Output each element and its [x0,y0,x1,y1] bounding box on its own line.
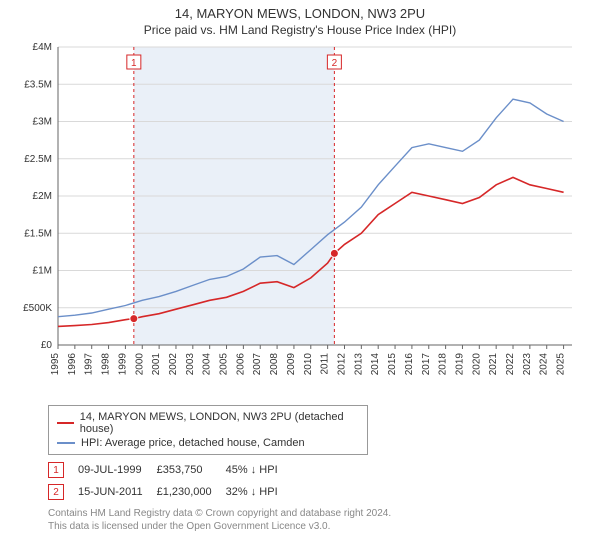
marker-date: 09-JUL-1999 [78,459,157,481]
marker-delta: 45% ↓ HPI [226,459,292,481]
marker-delta: 32% ↓ HPI [226,481,292,503]
page-title: 14, MARYON MEWS, LONDON, NW3 2PU [0,0,600,21]
footnote-line: Contains HM Land Registry data © Crown c… [48,507,588,520]
marker-price: £353,750 [157,459,226,481]
svg-text:2000: 2000 [134,353,145,376]
svg-text:2020: 2020 [471,353,482,376]
svg-text:1996: 1996 [67,353,78,376]
marker-badge: 2 [48,484,64,500]
svg-text:£3M: £3M [33,117,52,128]
svg-text:2006: 2006 [235,353,246,376]
marker-row: 2 15-JUN-2011 £1,230,000 32% ↓ HPI [48,481,292,503]
svg-text:2023: 2023 [522,353,533,376]
legend-item: 14, MARYON MEWS, LONDON, NW3 2PU (detach… [57,410,359,436]
legend-label: 14, MARYON MEWS, LONDON, NW3 2PU (detach… [80,411,359,435]
legend-item: HPI: Average price, detached house, Camd… [57,436,359,450]
svg-text:2008: 2008 [269,353,280,376]
marker-table: 1 09-JUL-1999 £353,750 45% ↓ HPI 2 15-JU… [48,459,292,503]
svg-text:2022: 2022 [505,353,516,376]
svg-text:2018: 2018 [438,353,449,376]
svg-text:2012: 2012 [336,353,347,376]
svg-text:2003: 2003 [185,353,196,376]
svg-text:2004: 2004 [202,353,213,376]
svg-text:2015: 2015 [387,353,398,376]
svg-text:2013: 2013 [353,353,364,376]
footnote: Contains HM Land Registry data © Crown c… [48,507,588,533]
svg-text:£1.5M: £1.5M [24,228,52,239]
svg-text:1: 1 [131,58,137,69]
page-subtitle: Price paid vs. HM Land Registry's House … [0,21,600,41]
svg-text:£0: £0 [41,340,53,351]
svg-text:1998: 1998 [101,353,112,376]
legend-swatch [57,422,74,424]
svg-text:2005: 2005 [219,353,230,376]
legend-swatch [57,442,75,444]
svg-text:2016: 2016 [404,353,415,376]
svg-text:2009: 2009 [286,353,297,376]
marker-price: £1,230,000 [157,481,226,503]
svg-text:£3.5M: £3.5M [24,79,52,90]
svg-text:1999: 1999 [117,353,128,376]
footnote-line: This data is licensed under the Open Gov… [48,520,588,533]
svg-text:2010: 2010 [303,353,314,376]
svg-text:2002: 2002 [168,353,179,376]
legend: 14, MARYON MEWS, LONDON, NW3 2PU (detach… [48,405,368,455]
svg-text:2017: 2017 [421,353,432,376]
marker-date: 15-JUN-2011 [78,481,157,503]
svg-text:£1M: £1M [33,266,52,277]
svg-text:1995: 1995 [50,353,61,376]
svg-text:2024: 2024 [539,353,550,376]
svg-text:£2M: £2M [33,191,52,202]
svg-text:2011: 2011 [320,353,331,375]
chart-svg: £0 £500K £1M £1.5M £2M £2.5M £3M £3.5M £4M 1995 19… [12,41,582,401]
marker-badge: 1 [48,462,64,478]
svg-text:£500K: £500K [23,303,52,314]
svg-text:2021: 2021 [488,353,499,376]
svg-text:2025: 2025 [556,353,567,376]
legend-label: HPI: Average price, detached house, Camd… [81,437,305,449]
svg-text:2019: 2019 [454,353,465,376]
svg-text:2007: 2007 [252,353,263,376]
svg-text:£2.5M: £2.5M [24,154,52,165]
svg-text:£4M: £4M [33,42,52,53]
marker-row: 1 09-JUL-1999 £353,750 45% ↓ HPI [48,459,292,481]
svg-text:1997: 1997 [84,353,95,376]
svg-text:2001: 2001 [151,353,162,376]
price-chart: £0 £500K £1M £1.5M £2M £2.5M £3M £3.5M £4M 1995 19… [12,41,582,401]
svg-text:2014: 2014 [370,353,381,376]
svg-text:2: 2 [332,58,338,69]
